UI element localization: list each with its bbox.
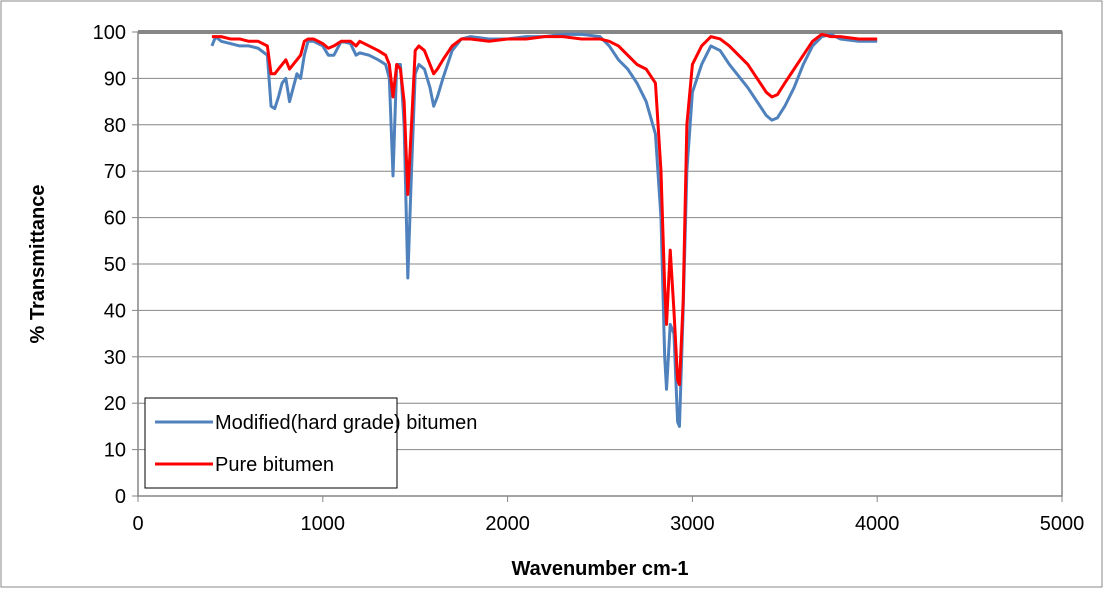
y-tick-label: 40 xyxy=(104,300,126,322)
y-tick-label: 70 xyxy=(104,161,126,183)
y-tick-label: 10 xyxy=(104,440,126,462)
x-tick-label: 2000 xyxy=(485,513,530,535)
y-axis-title: % Transmittance xyxy=(27,185,49,344)
legend-label: Pure bitumen xyxy=(215,454,334,476)
x-tick-label: 1000 xyxy=(301,513,346,535)
series-line xyxy=(211,32,878,387)
y-tick-label: 30 xyxy=(104,347,126,369)
x-tick-label: 5000 xyxy=(1040,513,1085,535)
y-tick-label: 50 xyxy=(104,254,126,276)
y-tick-label: 60 xyxy=(104,208,126,230)
legend-label: Modified(hard grade) bitumen xyxy=(215,412,477,434)
x-tick-label: 4000 xyxy=(855,513,900,535)
legend-box xyxy=(144,397,398,489)
x-tick-label: 0 xyxy=(132,513,143,535)
y-tick-label: 0 xyxy=(115,486,126,508)
x-tick-label: 3000 xyxy=(670,513,715,535)
y-tick-label: 80 xyxy=(104,115,126,137)
y-tick-label: 100 xyxy=(93,22,126,44)
y-tick-label: 90 xyxy=(104,68,126,90)
x-axis-title: Wavenumber cm-1 xyxy=(511,558,688,580)
series-line xyxy=(210,32,878,428)
y-tick-label: 20 xyxy=(104,393,126,415)
